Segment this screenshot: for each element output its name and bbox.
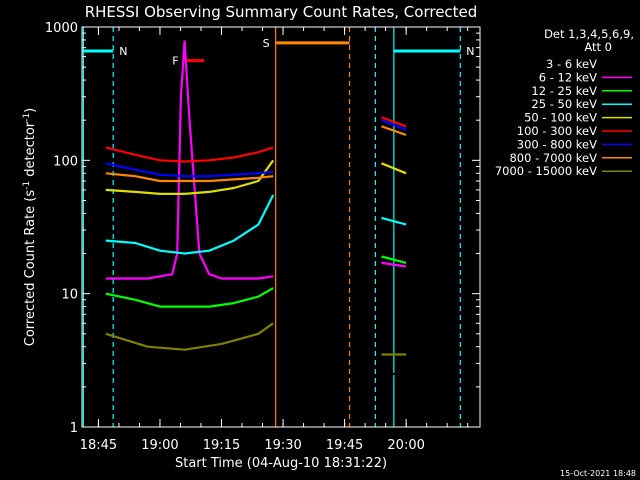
legend-entry-label-3: 25 - 50 keV xyxy=(531,97,597,111)
series-3-segment-1 xyxy=(381,216,407,226)
x-tick-label-3: 19:30 xyxy=(264,438,301,453)
series-5-segment-0 xyxy=(105,146,274,163)
x-tick-label-5: 20:00 xyxy=(387,438,424,453)
y-axis-label-part1: Corrected Count Rate (s xyxy=(23,190,38,347)
series-2-segment-0 xyxy=(105,287,274,308)
x-axis-label: Start Time (04-Aug-10 18:31:22) xyxy=(175,456,387,471)
legend-entry-label-7: 800 - 7000 keV xyxy=(509,151,597,165)
flag-label-0: N xyxy=(119,45,127,58)
flag-label-1: N xyxy=(466,45,474,58)
y-axis-label: Corrected Count Rate (s-1 detector-1) xyxy=(22,108,38,346)
x-tick-label-0: 18:45 xyxy=(80,438,117,453)
series-7-segment-0 xyxy=(105,172,274,183)
series-3-segment-0 xyxy=(105,194,275,255)
series-6-segment-1 xyxy=(381,119,407,131)
x-tick-label-4: 19:45 xyxy=(326,438,363,453)
legend-header-line1: Det 1,3,4,5,6,9, xyxy=(544,27,634,41)
series-1-segment-1 xyxy=(381,261,407,268)
legend-header-line2: Att 0 xyxy=(584,40,612,54)
series-4-segment-0 xyxy=(105,159,275,195)
series-0-segment-0 xyxy=(105,50,274,388)
x-tick-label-2: 19:15 xyxy=(203,438,240,453)
y-tick-label-3: 1000 xyxy=(45,21,78,36)
legend-entry-label-2: 12 - 25 keV xyxy=(531,84,597,98)
legend-entry-label-5: 100 - 300 keV xyxy=(517,124,597,138)
series-2-segment-1 xyxy=(381,255,407,264)
y-tick-label-0: 1 xyxy=(70,421,78,436)
axis-ticks: 18:45 19:00 19:15 19:30 19:45 20:00 1 10 100 1000 xyxy=(45,21,480,453)
flag-label-3: S xyxy=(263,37,270,50)
legend-entry-label-0: 3 - 6 keV xyxy=(546,57,597,71)
y-tick-label-2: 100 xyxy=(53,154,78,169)
footer-date: 15-Oct-2021 18:48 xyxy=(560,469,636,478)
y-axis-label-part2: detector xyxy=(23,121,38,181)
series-1-segment-0 xyxy=(105,40,274,280)
y-tick-label-1: 10 xyxy=(61,288,78,303)
chart-title: RHESSI Observing Summary Count Rates, Co… xyxy=(85,3,478,21)
series-5-segment-1 xyxy=(381,116,407,128)
y-axis-label-sup1: -1 xyxy=(22,181,32,190)
plot-frame xyxy=(81,26,481,428)
y-axis-label-sup2: -1 xyxy=(22,113,32,122)
legend-entry-label-6: 300 - 800 keV xyxy=(517,137,597,151)
legend-entry-label-4: 50 - 100 keV xyxy=(524,111,597,125)
series-8-segment-0 xyxy=(105,322,274,351)
plot-content: N N F S xyxy=(82,27,475,427)
series-4-segment-1 xyxy=(381,162,407,175)
y-axis-label-part3: ) xyxy=(23,108,38,113)
series-7-segment-1 xyxy=(381,125,407,137)
x-tick-label-1: 19:00 xyxy=(141,438,178,453)
flag-label-2: F xyxy=(172,55,178,68)
series-6-segment-0 xyxy=(105,162,274,178)
legend-entry-label-1: 6 - 12 keV xyxy=(539,70,597,84)
legend-entry-label-8: 7000 - 15000 keV xyxy=(495,164,597,178)
